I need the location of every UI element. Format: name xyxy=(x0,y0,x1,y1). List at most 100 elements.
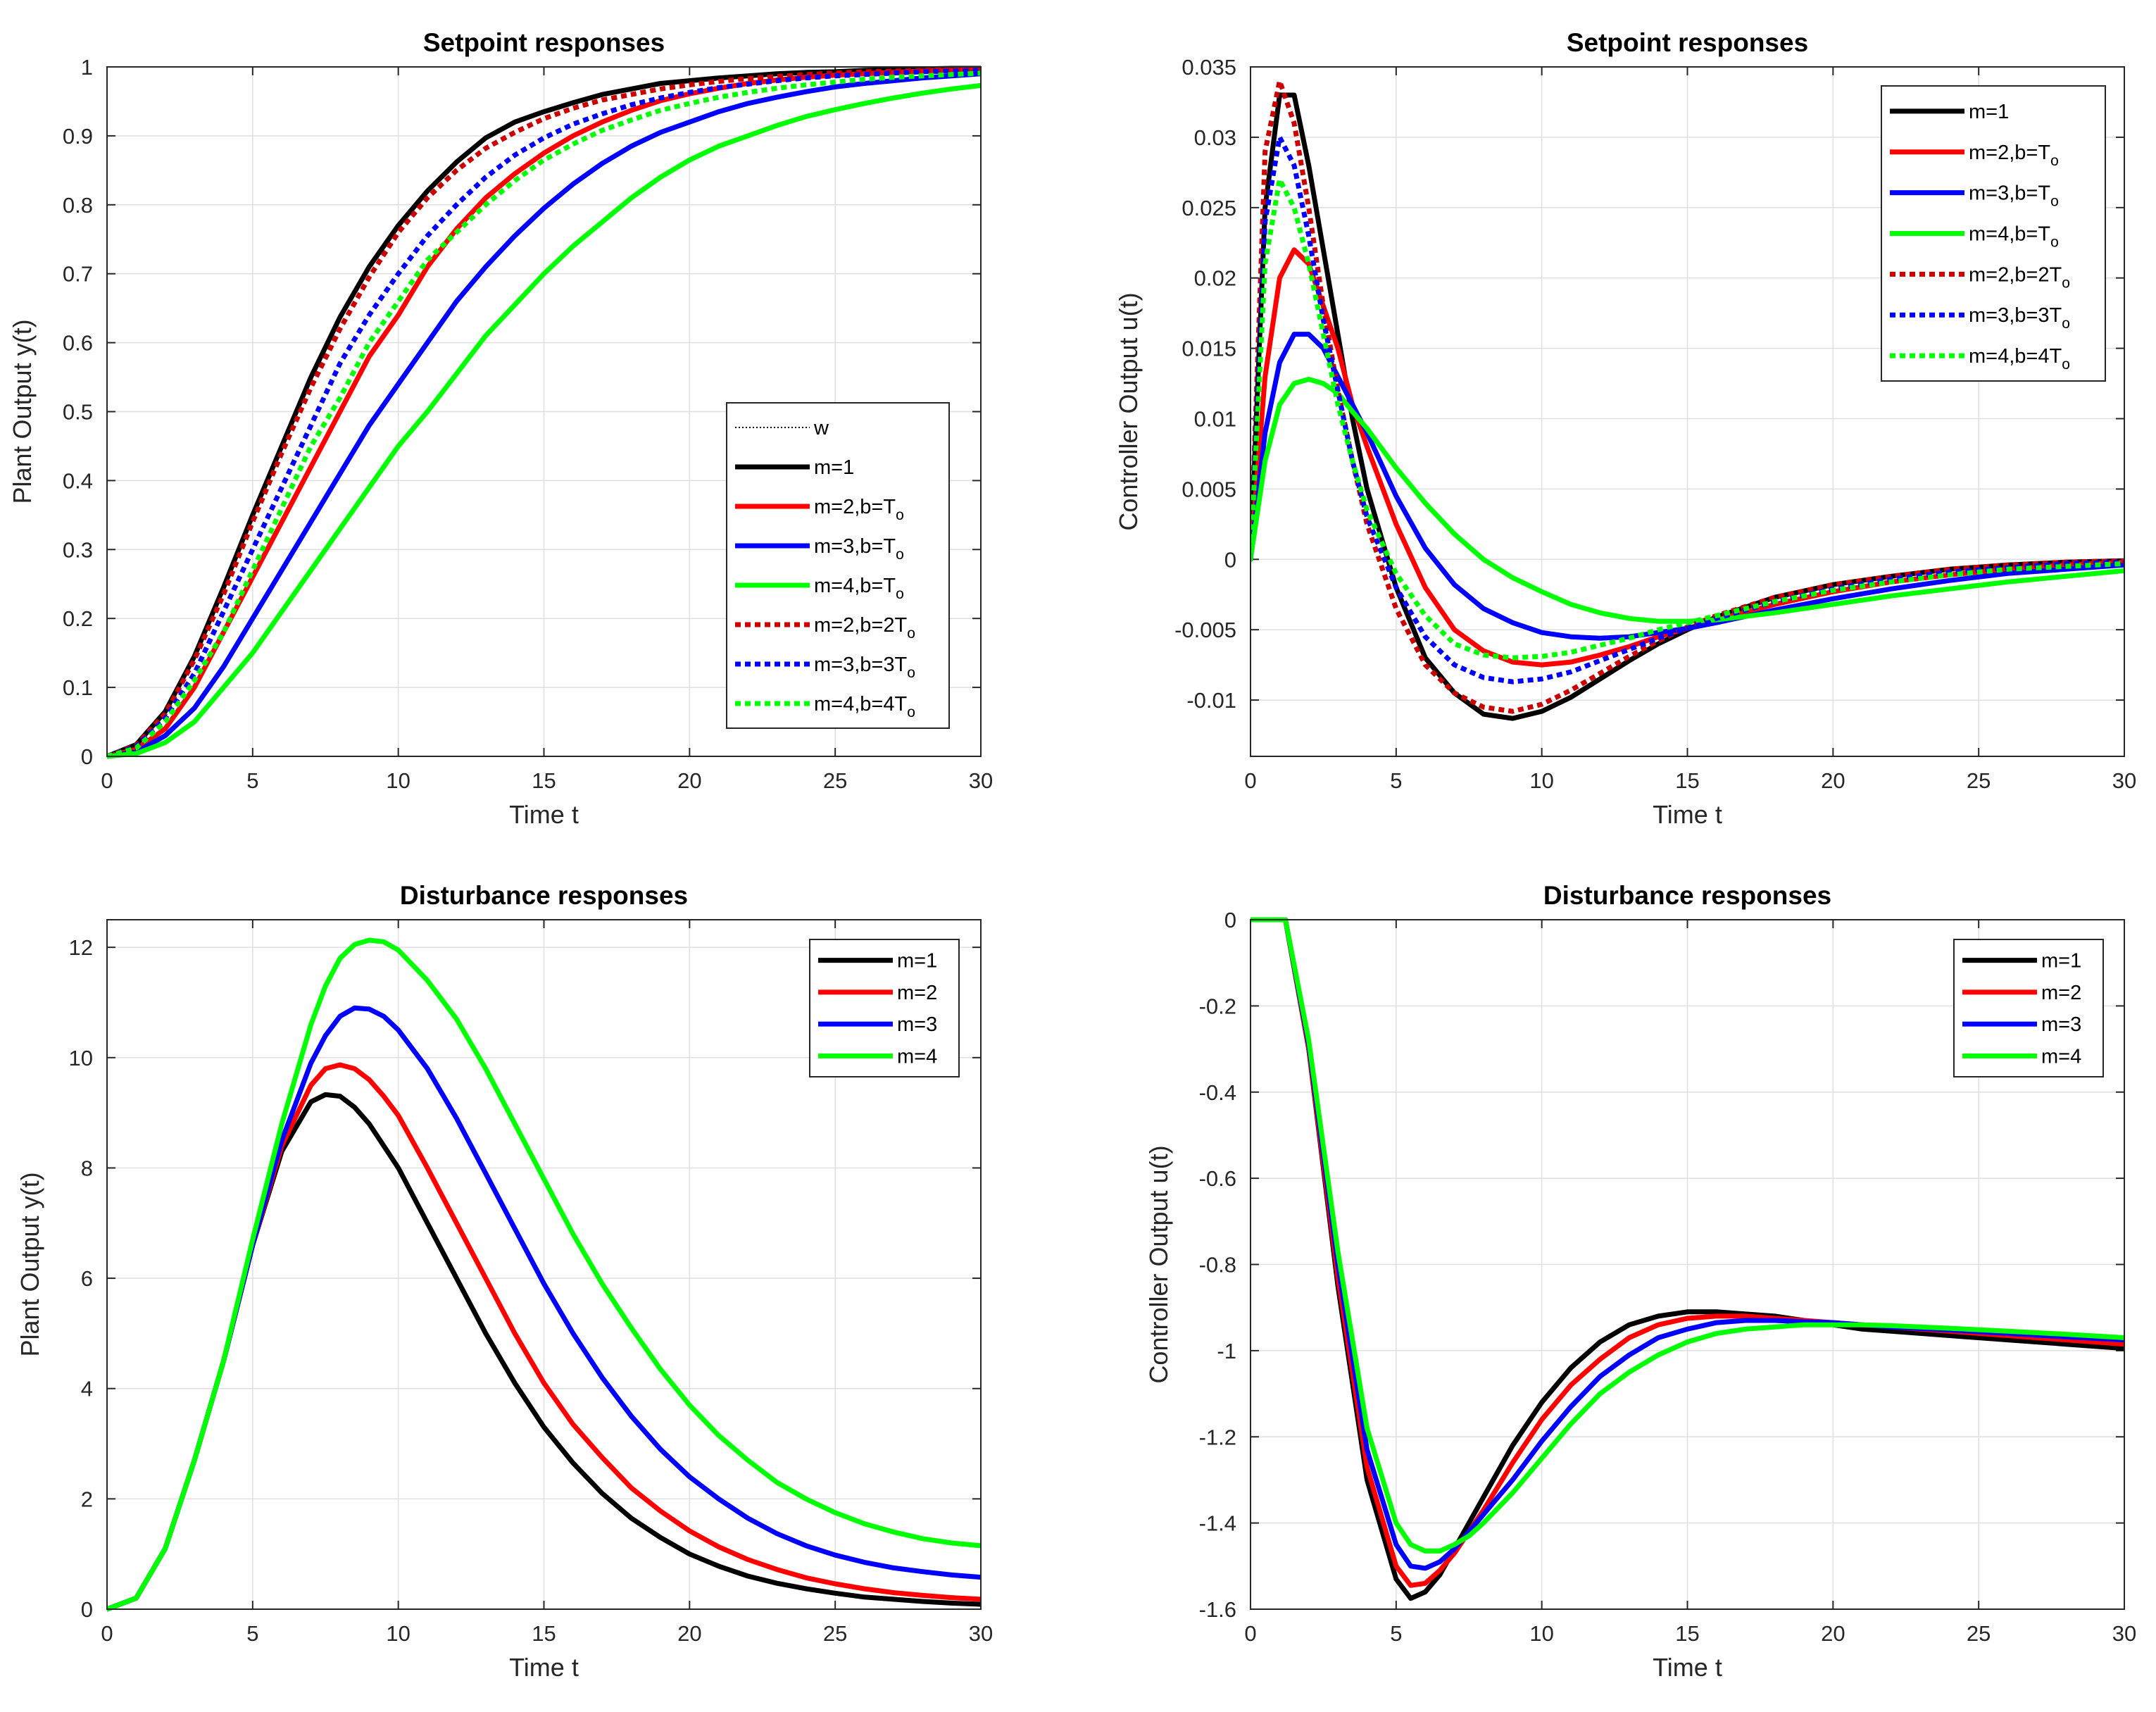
chart-4: 0 5 10 15 20 25 30 -1.6 -1.4 -1.2 -1 -0.8 -0.6 -0.4 -0… xyxy=(1144,881,2136,1682)
series-line-m-4-b-4to xyxy=(107,70,981,759)
axes-box xyxy=(106,66,982,757)
x-tick-label: 15 xyxy=(1675,1621,1699,1646)
y-tick-label: -1.6 xyxy=(1199,1597,1236,1622)
chart-title: Setpoint responses xyxy=(423,28,665,57)
series-line-m-4-b-to xyxy=(1251,377,2124,624)
y-tick-label: 8 xyxy=(81,1156,93,1180)
y-tick-label: -0.4 xyxy=(1199,1080,1236,1105)
legend-label: m=4 xyxy=(897,1045,937,1068)
x-tick-label: 30 xyxy=(969,768,993,793)
legend-label-subscript: o xyxy=(907,625,915,642)
chart-1: 0 5 10 15 20 25 30 0 0.1 0.2 0.3 0.4 0.5 0.6 0.7 0.8 0.9… xyxy=(8,28,993,829)
series-group xyxy=(107,937,981,1612)
x-tick-label: 20 xyxy=(677,768,701,793)
y-tick-label: 0.2 xyxy=(63,606,93,631)
series-line-m-1 xyxy=(1251,92,2124,721)
x-tick-label: 25 xyxy=(823,1621,847,1646)
x-tick-label: 10 xyxy=(386,768,410,793)
y-tick-label: 2 xyxy=(81,1487,93,1511)
x-tick-label: 15 xyxy=(532,768,556,793)
legend-label-subscript: o xyxy=(2062,356,2070,373)
legend-label: m=2 xyxy=(2041,982,2081,1004)
x-tick-label: 15 xyxy=(532,1621,556,1646)
legend-label-subscript: o xyxy=(896,546,904,563)
chart-title: Disturbance responses xyxy=(400,881,688,910)
chart-2: 0 5 10 15 20 25 30 -0.01 -0.005 0 0.005 0.01 0.015 0.… xyxy=(1114,28,2136,829)
x-tick-label: 10 xyxy=(1529,1621,1553,1646)
y-axis-label: Controller Output u(t) xyxy=(1144,1145,1173,1383)
y-tick-label: 0.1 xyxy=(63,675,93,700)
legend: m=1 m=2 m=3 m=4 xyxy=(1953,939,2104,1077)
legend-label-subscript: o xyxy=(907,704,915,720)
y-tick-label: 1 xyxy=(81,55,93,80)
legend-label-subscript: o xyxy=(2062,275,2070,291)
x-tick-label: 5 xyxy=(246,1621,258,1646)
series-line-m-3-b-to xyxy=(107,71,981,759)
x-tick-label: 0 xyxy=(1244,1621,1256,1646)
y-tick-label: 0.4 xyxy=(63,468,93,493)
x-tick-label: 30 xyxy=(2112,1621,2136,1646)
y-tick-label: -0.8 xyxy=(1199,1253,1236,1277)
chart-title: Setpoint responses xyxy=(1567,28,1808,57)
y-tick-label: 0.5 xyxy=(63,400,93,425)
x-tick-label: 0 xyxy=(101,1621,113,1646)
y-tick-label: -1.4 xyxy=(1199,1511,1236,1536)
chart-3: 0 5 10 15 20 25 30 0 2 4 6 8 10 12 Disturbance respons… xyxy=(15,881,993,1682)
y-tick-label: 0 xyxy=(81,744,93,769)
legend-label: m=1 xyxy=(1969,101,2009,123)
x-axis-label: Time t xyxy=(1653,800,1722,829)
series-group xyxy=(107,65,981,759)
y-axis-label: Plant Output y(t) xyxy=(8,319,37,504)
legend-box xyxy=(726,402,950,729)
axes-box xyxy=(1250,919,2125,1610)
y-tick-label: 0.3 xyxy=(63,537,93,562)
x-tick-label: 20 xyxy=(1821,768,1845,793)
series-line-m-4-b-4to xyxy=(1251,177,2124,661)
legend-label: m=1 xyxy=(814,456,854,479)
x-tick-label: 5 xyxy=(246,768,258,793)
y-tick-label: -0.005 xyxy=(1174,618,1236,642)
x-tick-label: 0 xyxy=(101,768,113,793)
y-tick-label: 0.02 xyxy=(1194,266,1236,291)
axes-box xyxy=(1250,66,2125,757)
x-tick-label: 30 xyxy=(969,1621,993,1646)
legend-label-subscript: o xyxy=(2050,194,2059,210)
legend: m=1m=2,b=Tom=3,b=Tom=4,b=Tom=2,b=2Tom=3,… xyxy=(1881,85,2106,382)
legend-label-subscript: o xyxy=(2062,315,2070,332)
series-line-m-3-b-to xyxy=(1251,332,2124,641)
legend: wm=1m=2,b=Tom=3,b=Tom=4,b=Tom=2,b=2Tom=3… xyxy=(726,402,950,729)
y-tick-label: 0.015 xyxy=(1182,337,1236,361)
x-tick-label: 25 xyxy=(823,768,847,793)
series-line-m-1 xyxy=(107,65,981,759)
y-axis-label: Controller Output u(t) xyxy=(1114,292,1143,530)
y-tick-label: 0.01 xyxy=(1194,406,1236,431)
x-tick-label: 10 xyxy=(386,1621,410,1646)
legend-label: m=3 xyxy=(897,1013,937,1036)
x-tick-label: 5 xyxy=(1390,1621,1402,1646)
y-tick-label: 0.035 xyxy=(1182,55,1236,80)
y-tick-label: 0 xyxy=(1224,547,1236,572)
y-axis-label: Plant Output y(t) xyxy=(15,1172,44,1356)
series-line-m-1 xyxy=(1251,917,2124,1601)
x-tick-label: 25 xyxy=(1967,768,1991,793)
chart-title: Disturbance responses xyxy=(1543,881,1831,910)
series-group xyxy=(1251,78,2124,721)
series-group xyxy=(1251,917,2124,1601)
legend-label: m=2 xyxy=(897,982,937,1004)
legend-label-subscript: o xyxy=(896,586,904,602)
legend: m=1 m=2 m=3 m=4 xyxy=(809,939,960,1077)
y-tick-label: 0.6 xyxy=(63,331,93,356)
series-line-m-4 xyxy=(1251,917,2124,1554)
legend-label: m=4 xyxy=(2041,1045,2081,1068)
x-tick-label: 0 xyxy=(1244,768,1256,793)
y-tick-label: 0.005 xyxy=(1182,477,1236,501)
y-tick-label: 0.8 xyxy=(63,193,93,218)
legend-label: w xyxy=(813,417,829,439)
x-tick-label: 10 xyxy=(1529,768,1553,793)
legend-label-subscript: o xyxy=(907,665,915,681)
legend-label-subscript: o xyxy=(896,507,904,523)
series-line-m-3 xyxy=(107,1005,981,1612)
y-tick-label: 12 xyxy=(69,935,93,960)
y-tick-label: -1 xyxy=(1217,1339,1236,1363)
